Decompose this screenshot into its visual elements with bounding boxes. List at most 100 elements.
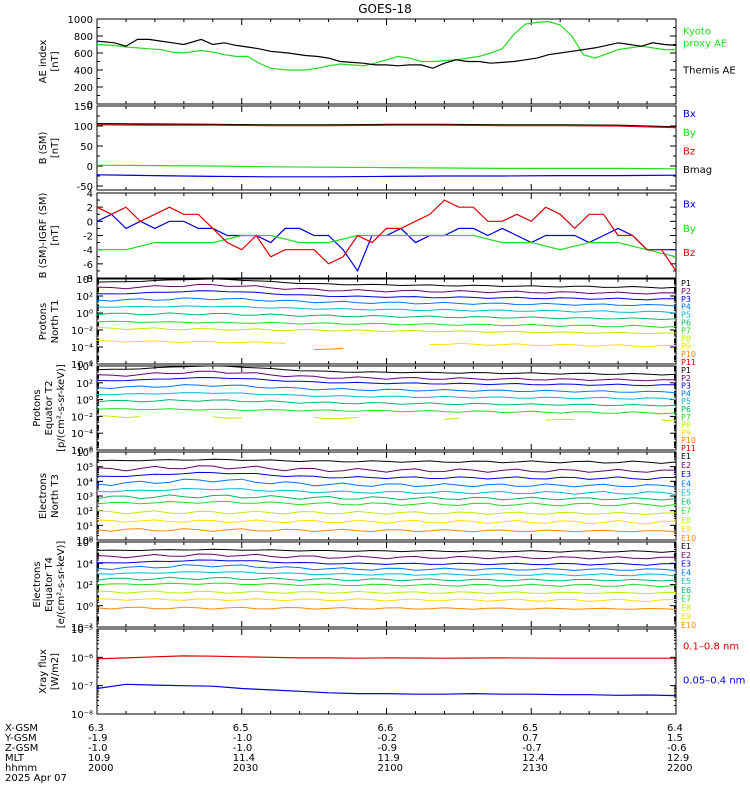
y-axis-label: North T3	[50, 474, 61, 518]
y-tick-label: 0	[87, 217, 93, 228]
legend-entry: Bz	[683, 147, 695, 158]
channel-line	[97, 571, 676, 577]
y-tick-label: 10⁻⁷	[71, 682, 93, 693]
legend-entry: E5	[681, 488, 691, 497]
channel-line	[97, 465, 676, 473]
footer-value: -1.0	[233, 733, 253, 744]
y-tick-label: -2	[83, 232, 93, 243]
y-tick-label: 10²	[76, 379, 93, 390]
legend-entry: P1	[681, 279, 691, 288]
footer-value: 6.5	[522, 723, 538, 734]
y-tick-label: 150	[74, 102, 93, 113]
legend-entry: E10	[681, 621, 696, 630]
series-group	[97, 123, 676, 178]
legend-entry: P5	[681, 311, 691, 320]
channel-line	[97, 320, 676, 328]
channel-line	[97, 340, 676, 348]
legend-entry: Bx	[683, 109, 696, 120]
series-line	[97, 655, 676, 660]
footer-value: 2000	[88, 763, 113, 774]
legend-entry: P8	[681, 334, 691, 343]
y-tick-label: 800	[74, 32, 93, 43]
y-axis-label: Equator T2	[44, 381, 55, 436]
legend-entry: E6	[681, 498, 691, 507]
footer-value: 2030	[233, 763, 258, 774]
y-axis-label: North T1	[50, 300, 61, 344]
legend-entry: E9	[681, 525, 691, 534]
channel-line	[97, 399, 676, 407]
footer-date: 2025 Apr 07	[5, 773, 67, 784]
legend-entry: P6	[681, 319, 691, 328]
channel-line	[97, 392, 676, 401]
footer-value: 6.5	[233, 723, 249, 734]
y-tick-label: 10⁰	[76, 536, 93, 547]
legend-entry: P11	[681, 444, 696, 453]
channel-line	[97, 279, 676, 289]
footer-value: 1.5	[667, 733, 683, 744]
series-line	[97, 38, 676, 69]
channel-line	[97, 305, 676, 314]
y-axis-label: Protons	[38, 303, 49, 340]
legend-entry: E10	[681, 534, 696, 543]
y-tick-label: 10³	[76, 492, 93, 503]
legend-entry: By	[683, 128, 696, 139]
footer: X-GSM 6.3 6.5 6.6 6.5 6.4Y-GSM -1.9 -1.0 -0.2 0.7…	[4, 723, 692, 784]
y-tick-label: 2	[87, 203, 93, 214]
footer-value: -1.0	[233, 743, 253, 754]
series-group	[97, 366, 676, 421]
channel-line	[97, 415, 676, 421]
channel-line	[97, 370, 676, 382]
y-tick-label: 50	[80, 142, 93, 153]
footer-value: 6.4	[667, 723, 683, 734]
channel-line	[97, 500, 676, 507]
channel-line	[97, 478, 676, 488]
y-tick-label: 10⁴	[76, 362, 93, 373]
channel-line	[97, 366, 676, 376]
series-line	[97, 199, 676, 272]
channel-line	[97, 528, 676, 533]
series-line	[97, 124, 676, 129]
y-tick-label: 10⁰	[76, 602, 93, 613]
channel-line	[97, 376, 676, 387]
footer-value: 11.4	[233, 753, 255, 764]
legend-entry: 0.05–0.4 nm	[683, 675, 745, 686]
y-tick-label: 10⁻⁴	[71, 429, 93, 440]
panel-5: 10⁻⁶ 10⁻⁴ 10⁻² 10⁰ 10² 10⁴ Protons Equator T2 [p…	[32, 362, 696, 457]
legend-entry: proxy AE	[683, 38, 727, 49]
footer-value: -0.7	[522, 743, 542, 754]
footer-value: 2100	[378, 763, 403, 774]
series-group	[97, 20, 676, 71]
series-group	[97, 548, 676, 610]
y-axis-label: [nT]	[50, 138, 61, 158]
y-tick-label: 100	[74, 122, 93, 133]
channel-line	[97, 312, 676, 321]
legend-entry: P10	[681, 436, 696, 445]
y-tick-label: 400	[74, 66, 93, 77]
footer-value: 12.9	[667, 753, 689, 764]
panel-frame	[96, 451, 677, 541]
y-tick-label: 10⁻⁴	[71, 343, 93, 354]
channel-line	[97, 326, 676, 335]
y-tick-label: 10⁴	[76, 275, 93, 286]
legend-entry: 0.1–0.8 nm	[683, 641, 739, 652]
panel-6: 10⁰ 10¹ 10² 10³ 10⁴ 10⁵ 10⁶ Electrons North T3 E1…	[38, 448, 696, 547]
panel-frame	[96, 18, 677, 105]
y-axis-label: [nT]	[50, 51, 61, 71]
legend-entry: E8	[681, 603, 691, 612]
series-line	[97, 234, 676, 258]
series-line	[97, 683, 676, 697]
legend-entry: Bmag	[683, 165, 712, 176]
panel-8: 10⁻⁸ 10⁻⁷ 10⁻⁶ 10⁻⁵ Xray flux [W/m2] 0.1–0.8 n…	[38, 625, 745, 721]
y-axis-label: Equator T4	[44, 557, 55, 612]
channel-line	[97, 458, 676, 464]
y-tick-label: 10²	[76, 581, 93, 592]
legend-entry: E7	[681, 507, 691, 516]
legend-entry: P9	[681, 342, 691, 351]
footer-row-label: hhmm	[5, 763, 37, 774]
footer-value: 11.9	[378, 753, 400, 764]
channel-line	[97, 559, 676, 566]
y-tick-label: 10⁶	[76, 538, 93, 549]
footer-value: -1.0	[88, 743, 108, 754]
y-axis-label: B (SM)	[38, 131, 49, 164]
y-tick-label: -6	[83, 260, 93, 271]
